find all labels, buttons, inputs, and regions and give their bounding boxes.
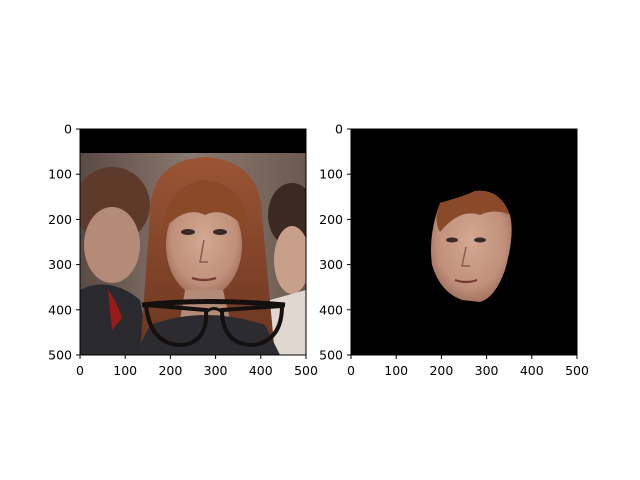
y-tick-label: 300 [319,257,343,272]
x-tick-label: 300 [204,363,228,378]
y-tick-label: 500 [319,348,343,363]
subplot-original: 0 100 200 300 400 500 0 100 200 300 400 … [48,122,318,379]
masked-face-image [351,129,577,355]
y-tick-label: 0 [335,122,343,137]
subplot-face-mask: 0 100 200 300 400 500 0 100 200 300 400 … [319,122,589,379]
y-tick-label: 100 [319,167,343,182]
y-tick-label: 200 [48,212,72,227]
x-tick-label: 400 [520,363,544,378]
y-tick-label: 0 [64,122,72,137]
y-tick-label: 400 [48,302,72,317]
x-tick-label: 200 [429,363,453,378]
glasses-overlay [141,299,286,348]
x-tick-label: 500 [294,363,318,378]
x-tick-label: 0 [347,363,355,378]
y-tick-label: 100 [48,167,72,182]
x-tick-label: 300 [475,363,499,378]
x-axis-ticks-right: 0 100 200 300 400 500 [347,355,589,378]
x-axis-ticks-left: 0 100 200 300 400 500 [76,355,318,378]
x-tick-label: 400 [249,363,273,378]
y-axis-ticks-left: 0 100 200 300 400 500 [48,122,80,363]
x-tick-label: 100 [113,363,137,378]
original-photo [80,129,306,355]
y-tick-label: 200 [319,212,343,227]
y-tick-label: 400 [319,302,343,317]
y-axis-ticks-right: 0 100 200 300 400 500 [319,122,351,363]
x-tick-label: 100 [384,363,408,378]
y-tick-label: 300 [48,257,72,272]
y-tick-label: 500 [48,348,72,363]
x-tick-label: 500 [565,363,589,378]
x-tick-label: 200 [158,363,182,378]
x-tick-label: 0 [76,363,84,378]
